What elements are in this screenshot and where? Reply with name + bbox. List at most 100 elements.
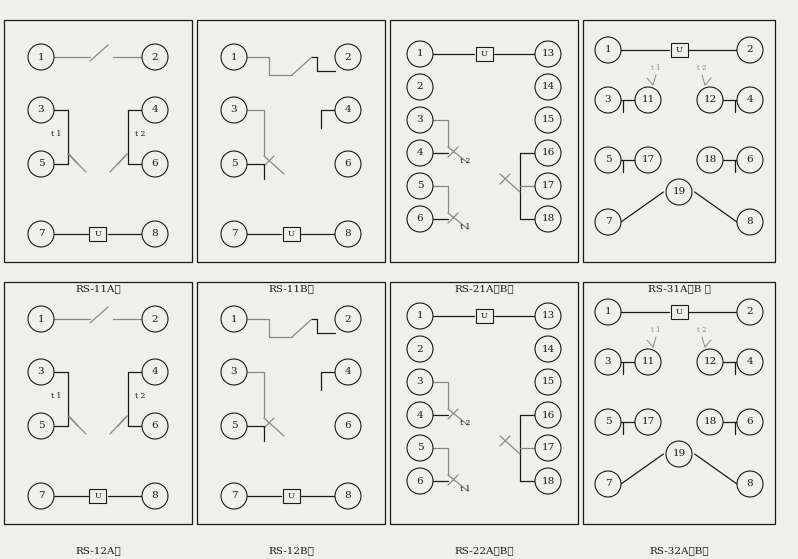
- Text: 14: 14: [541, 344, 555, 353]
- Circle shape: [221, 359, 247, 385]
- Circle shape: [407, 107, 433, 133]
- Circle shape: [142, 97, 168, 123]
- Text: 1: 1: [231, 53, 237, 61]
- Text: 4: 4: [747, 358, 753, 367]
- Circle shape: [407, 206, 433, 232]
- Bar: [583, 282, 775, 524]
- Circle shape: [595, 471, 621, 497]
- Circle shape: [535, 303, 561, 329]
- Circle shape: [697, 87, 723, 113]
- Text: 3: 3: [605, 358, 611, 367]
- Circle shape: [142, 413, 168, 439]
- Circle shape: [535, 74, 561, 100]
- Text: 14: 14: [541, 83, 555, 92]
- Bar: [197, 282, 385, 524]
- Circle shape: [535, 336, 561, 362]
- Text: 8: 8: [152, 230, 158, 239]
- Text: 18: 18: [541, 476, 555, 486]
- Text: 2: 2: [345, 315, 351, 324]
- Text: 7: 7: [605, 480, 611, 489]
- Text: t 1: t 1: [460, 223, 470, 231]
- Text: 12: 12: [703, 96, 717, 105]
- Text: 15: 15: [541, 377, 555, 386]
- Text: 5: 5: [38, 421, 45, 430]
- Text: 1: 1: [38, 315, 45, 324]
- Circle shape: [737, 87, 763, 113]
- Text: 5: 5: [605, 418, 611, 427]
- Text: U: U: [94, 230, 101, 238]
- Text: 6: 6: [345, 159, 351, 168]
- Text: 1: 1: [417, 311, 423, 320]
- Circle shape: [535, 369, 561, 395]
- Text: t 1: t 1: [460, 485, 470, 493]
- Circle shape: [28, 359, 54, 385]
- Text: t 2: t 2: [460, 157, 470, 165]
- Bar: [282, 489, 299, 503]
- Text: 1: 1: [417, 50, 423, 59]
- Circle shape: [737, 37, 763, 63]
- Text: 2: 2: [747, 45, 753, 54]
- Text: 15: 15: [541, 116, 555, 125]
- Circle shape: [142, 483, 168, 509]
- Circle shape: [595, 209, 621, 235]
- Bar: [390, 282, 578, 524]
- Text: 1: 1: [605, 307, 611, 316]
- Text: 16: 16: [541, 149, 555, 158]
- Circle shape: [221, 413, 247, 439]
- Circle shape: [335, 483, 361, 509]
- Circle shape: [407, 41, 433, 67]
- Text: U: U: [480, 50, 488, 58]
- Circle shape: [737, 349, 763, 375]
- Circle shape: [335, 97, 361, 123]
- Text: 12: 12: [703, 358, 717, 367]
- Circle shape: [535, 468, 561, 494]
- Text: 8: 8: [345, 491, 351, 500]
- Text: 8: 8: [747, 480, 753, 489]
- Text: 5: 5: [417, 443, 423, 452]
- Text: 18: 18: [541, 215, 555, 224]
- Circle shape: [335, 151, 361, 177]
- Circle shape: [407, 140, 433, 166]
- Circle shape: [635, 349, 661, 375]
- Bar: [4, 20, 192, 262]
- Text: 5: 5: [605, 155, 611, 164]
- Circle shape: [635, 147, 661, 173]
- Text: 6: 6: [417, 476, 423, 486]
- Text: 6: 6: [747, 418, 753, 427]
- Text: 2: 2: [747, 307, 753, 316]
- Circle shape: [221, 97, 247, 123]
- Circle shape: [221, 306, 247, 332]
- Text: t 1: t 1: [651, 64, 661, 72]
- Circle shape: [142, 306, 168, 332]
- Text: 19: 19: [673, 187, 685, 197]
- Text: 2: 2: [417, 344, 423, 353]
- Bar: [89, 489, 106, 503]
- Bar: [476, 47, 492, 61]
- Circle shape: [28, 306, 54, 332]
- Text: 3: 3: [231, 106, 237, 115]
- Bar: [583, 20, 775, 262]
- Bar: [670, 305, 688, 319]
- Circle shape: [28, 151, 54, 177]
- Text: t 2: t 2: [135, 392, 145, 400]
- Text: 2: 2: [345, 53, 351, 61]
- Text: t 2: t 2: [460, 419, 470, 427]
- Circle shape: [221, 483, 247, 509]
- Text: 5: 5: [38, 159, 45, 168]
- Circle shape: [697, 349, 723, 375]
- Text: 4: 4: [747, 96, 753, 105]
- Circle shape: [221, 151, 247, 177]
- Text: U: U: [480, 312, 488, 320]
- Circle shape: [635, 409, 661, 435]
- Circle shape: [595, 87, 621, 113]
- Circle shape: [28, 97, 54, 123]
- Circle shape: [535, 402, 561, 428]
- Text: RS-31A、B 型: RS-31A、B 型: [647, 284, 710, 293]
- Text: 8: 8: [152, 491, 158, 500]
- Text: 1: 1: [605, 45, 611, 54]
- Text: 6: 6: [747, 155, 753, 164]
- Circle shape: [221, 44, 247, 70]
- Text: 18: 18: [703, 418, 717, 427]
- Text: RS-21A、B型: RS-21A、B型: [454, 284, 514, 293]
- Circle shape: [335, 359, 361, 385]
